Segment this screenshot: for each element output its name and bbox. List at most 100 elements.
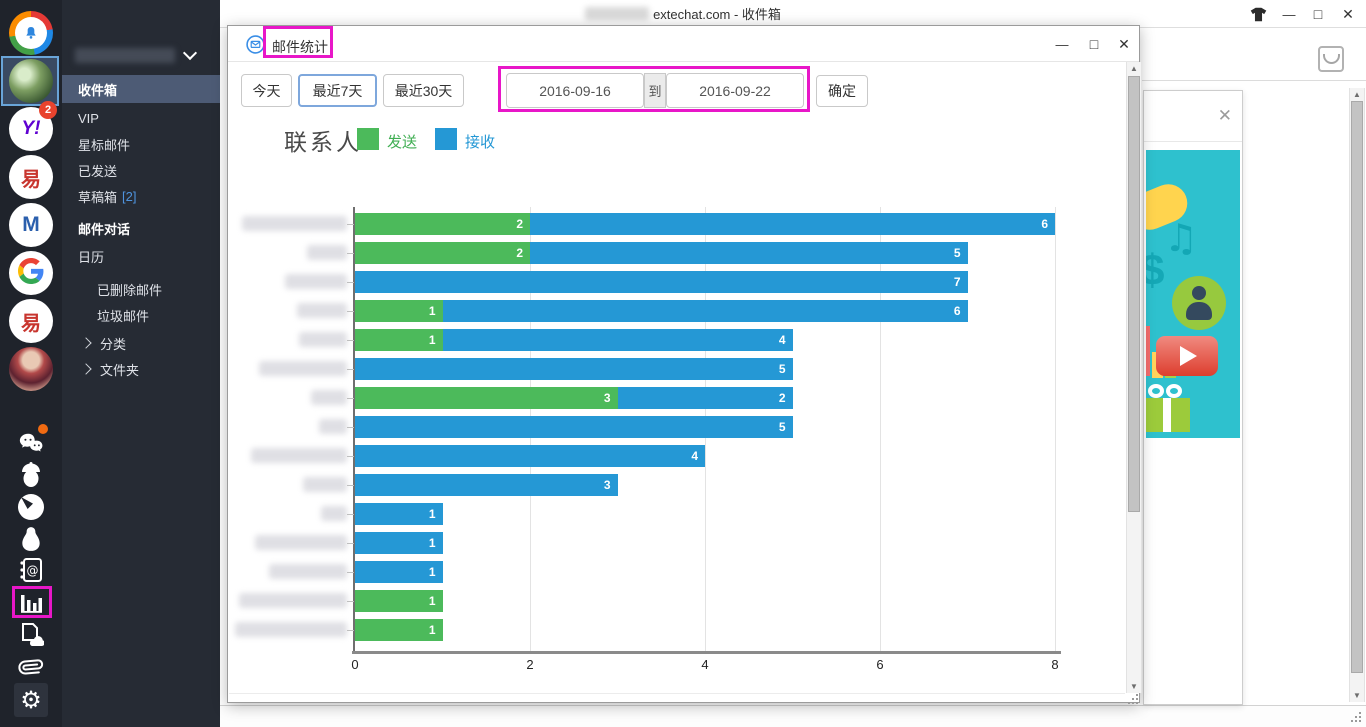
contact-label-redacted bbox=[235, 622, 347, 637]
panel-divider bbox=[1144, 141, 1242, 142]
main-scrollbar[interactable]: ▲ ▼ bbox=[1349, 88, 1365, 702]
penguin-icon[interactable] bbox=[16, 524, 46, 554]
window-resize-grip[interactable] bbox=[1351, 712, 1361, 722]
dialog-minimize-icon[interactable]: — bbox=[1055, 36, 1069, 52]
bar-value-label: 4 bbox=[691, 449, 698, 463]
feedback-smile-icon[interactable] bbox=[1318, 46, 1344, 72]
bar-value-label: 1 bbox=[428, 507, 436, 521]
netease-logo-icon: 易 bbox=[21, 312, 41, 335]
sidebar-item-sent[interactable]: 已发送 bbox=[62, 157, 220, 183]
maximize-icon[interactable]: □ bbox=[1313, 6, 1323, 22]
wechat-icon[interactable] bbox=[16, 424, 48, 458]
x-tick-label: 2 bbox=[526, 657, 534, 672]
svg-text:@: @ bbox=[27, 564, 39, 578]
date-to-input[interactable]: 2016-09-22 bbox=[666, 73, 804, 108]
y-tick bbox=[347, 398, 354, 399]
account-berries-avatar[interactable] bbox=[9, 347, 53, 391]
stats-bars-icon[interactable] bbox=[16, 587, 46, 617]
bar-received: 3 bbox=[355, 474, 618, 496]
account-netease-1[interactable]: 易 bbox=[9, 155, 53, 199]
account-netease-2[interactable]: 易 bbox=[9, 299, 53, 343]
contact-label-redacted bbox=[255, 535, 347, 550]
sidebar-item-categories[interactable]: 分类 bbox=[62, 330, 220, 356]
panel-close-icon[interactable]: ✕ bbox=[1217, 106, 1232, 125]
minimize-icon[interactable]: — bbox=[1282, 6, 1296, 22]
redacted-title-prefix bbox=[585, 7, 650, 20]
chevron-down-icon bbox=[182, 45, 198, 61]
dashboard-icon[interactable] bbox=[16, 492, 46, 522]
doc-cloud-icon[interactable] bbox=[16, 620, 46, 650]
range-30days-button[interactable]: 最近30天 bbox=[383, 74, 464, 107]
scroll-down-icon[interactable]: ▼ bbox=[1130, 681, 1138, 691]
confirm-button[interactable]: 确定 bbox=[816, 75, 868, 107]
acorn-icon[interactable] bbox=[16, 460, 46, 490]
sidebar-item-starred[interactable]: 星标邮件 bbox=[62, 131, 220, 157]
bar-received: 5 bbox=[355, 358, 793, 380]
sidebar-item-inbox[interactable]: 收件箱 bbox=[62, 75, 220, 103]
sidebar-item-label: 邮件对话 bbox=[78, 221, 131, 237]
contact-label-redacted bbox=[307, 245, 347, 260]
skin-tshirt-icon[interactable] bbox=[1248, 4, 1268, 24]
dollar-icon: $ bbox=[1146, 246, 1165, 295]
sidebar-item-deleted[interactable]: 已删除邮件 bbox=[62, 276, 220, 302]
sidebar-item-label: 日历 bbox=[78, 249, 105, 265]
range-7days-button[interactable]: 最近7天 bbox=[298, 74, 377, 107]
contact-label-redacted bbox=[297, 303, 347, 318]
contact-label-redacted bbox=[311, 390, 347, 405]
account-app-logo[interactable] bbox=[9, 11, 53, 55]
account-yahoo[interactable]: Y! 2 bbox=[9, 101, 57, 151]
toolbar-divider bbox=[1140, 80, 1366, 81]
sidebar-item-label: 已删除邮件 bbox=[97, 282, 163, 298]
google-g-icon bbox=[18, 257, 44, 289]
scroll-up-icon[interactable]: ▲ bbox=[1353, 89, 1361, 99]
y-tick bbox=[347, 630, 354, 631]
dialog-scrollbar[interactable]: ▲ ▼ bbox=[1126, 62, 1142, 693]
scroll-down-icon[interactable]: ▼ bbox=[1353, 690, 1361, 700]
sidebar-item-label: 收件箱 bbox=[78, 82, 118, 98]
y-tick bbox=[347, 224, 354, 225]
sidebar-item-junk[interactable]: 垃圾邮件 bbox=[62, 302, 220, 328]
chart-plot: 0 2 4 6 8 2 6 2 5 7 1 6 1 4 5 3 2 5 4 3 1 1 1 1 1 bbox=[228, 26, 1141, 704]
contact-label-redacted bbox=[321, 506, 347, 521]
sidebar-item-folders[interactable]: 文件夹 bbox=[62, 356, 220, 382]
date-from-input[interactable]: 2016-09-16 bbox=[506, 73, 644, 108]
close-icon[interactable]: ✕ bbox=[1342, 5, 1354, 22]
paperclip-icon[interactable] bbox=[16, 652, 46, 682]
dialog-scrollbar-thumb[interactable] bbox=[1128, 76, 1140, 512]
y-tick bbox=[347, 311, 354, 312]
sidebar-item-label: 文件夹 bbox=[100, 362, 140, 378]
sidebar-item-label: 草稿箱 bbox=[78, 189, 118, 205]
y-tick bbox=[347, 514, 354, 515]
settings-gear-icon[interactable]: ⚙ bbox=[14, 683, 48, 717]
main-scrollbar-thumb[interactable] bbox=[1351, 101, 1363, 673]
scroll-up-icon[interactable]: ▲ bbox=[1130, 63, 1138, 73]
sidebar-item-conversations[interactable]: 邮件对话 bbox=[62, 215, 220, 241]
bar-sent: 1 bbox=[355, 619, 443, 641]
y-tick bbox=[347, 572, 354, 573]
contact-label-redacted bbox=[285, 274, 347, 289]
range-today-button[interactable]: 今天 bbox=[241, 74, 292, 107]
sidebar-item-drafts[interactable]: 草稿箱 [2] bbox=[62, 183, 220, 209]
bar-value-label: 5 bbox=[953, 246, 961, 260]
bar-sent: 2 bbox=[355, 242, 530, 264]
dialog-maximize-icon[interactable]: □ bbox=[1089, 36, 1099, 52]
dialog-close-icon[interactable]: ✕ bbox=[1118, 35, 1130, 52]
account-switcher[interactable] bbox=[75, 45, 215, 65]
contacts-book-icon[interactable]: @ bbox=[16, 555, 46, 585]
account-m-mail[interactable]: M bbox=[9, 203, 53, 247]
accounts-rail: Y! 2 易 M 易 bbox=[0, 0, 62, 727]
mini-bars-icon bbox=[1146, 326, 1150, 376]
dialog-resize-grip[interactable] bbox=[1128, 694, 1138, 704]
promo-ad-illustration[interactable]: ♫ $ bbox=[1146, 150, 1240, 438]
sidebar-item-calendar[interactable]: 日历 bbox=[62, 243, 220, 269]
account-google[interactable] bbox=[9, 251, 53, 295]
legend-sent-label: 发送 bbox=[387, 134, 418, 151]
contact-label-redacted bbox=[259, 361, 347, 376]
sidebar-item-vip[interactable]: VIP bbox=[62, 105, 220, 131]
bar-received: 1 bbox=[355, 561, 443, 583]
contact-label-redacted bbox=[239, 593, 347, 608]
bar-value-label: 5 bbox=[778, 362, 786, 376]
music-notes-icon: ♫ bbox=[1164, 216, 1199, 260]
account-plant-avatar[interactable] bbox=[9, 59, 53, 103]
